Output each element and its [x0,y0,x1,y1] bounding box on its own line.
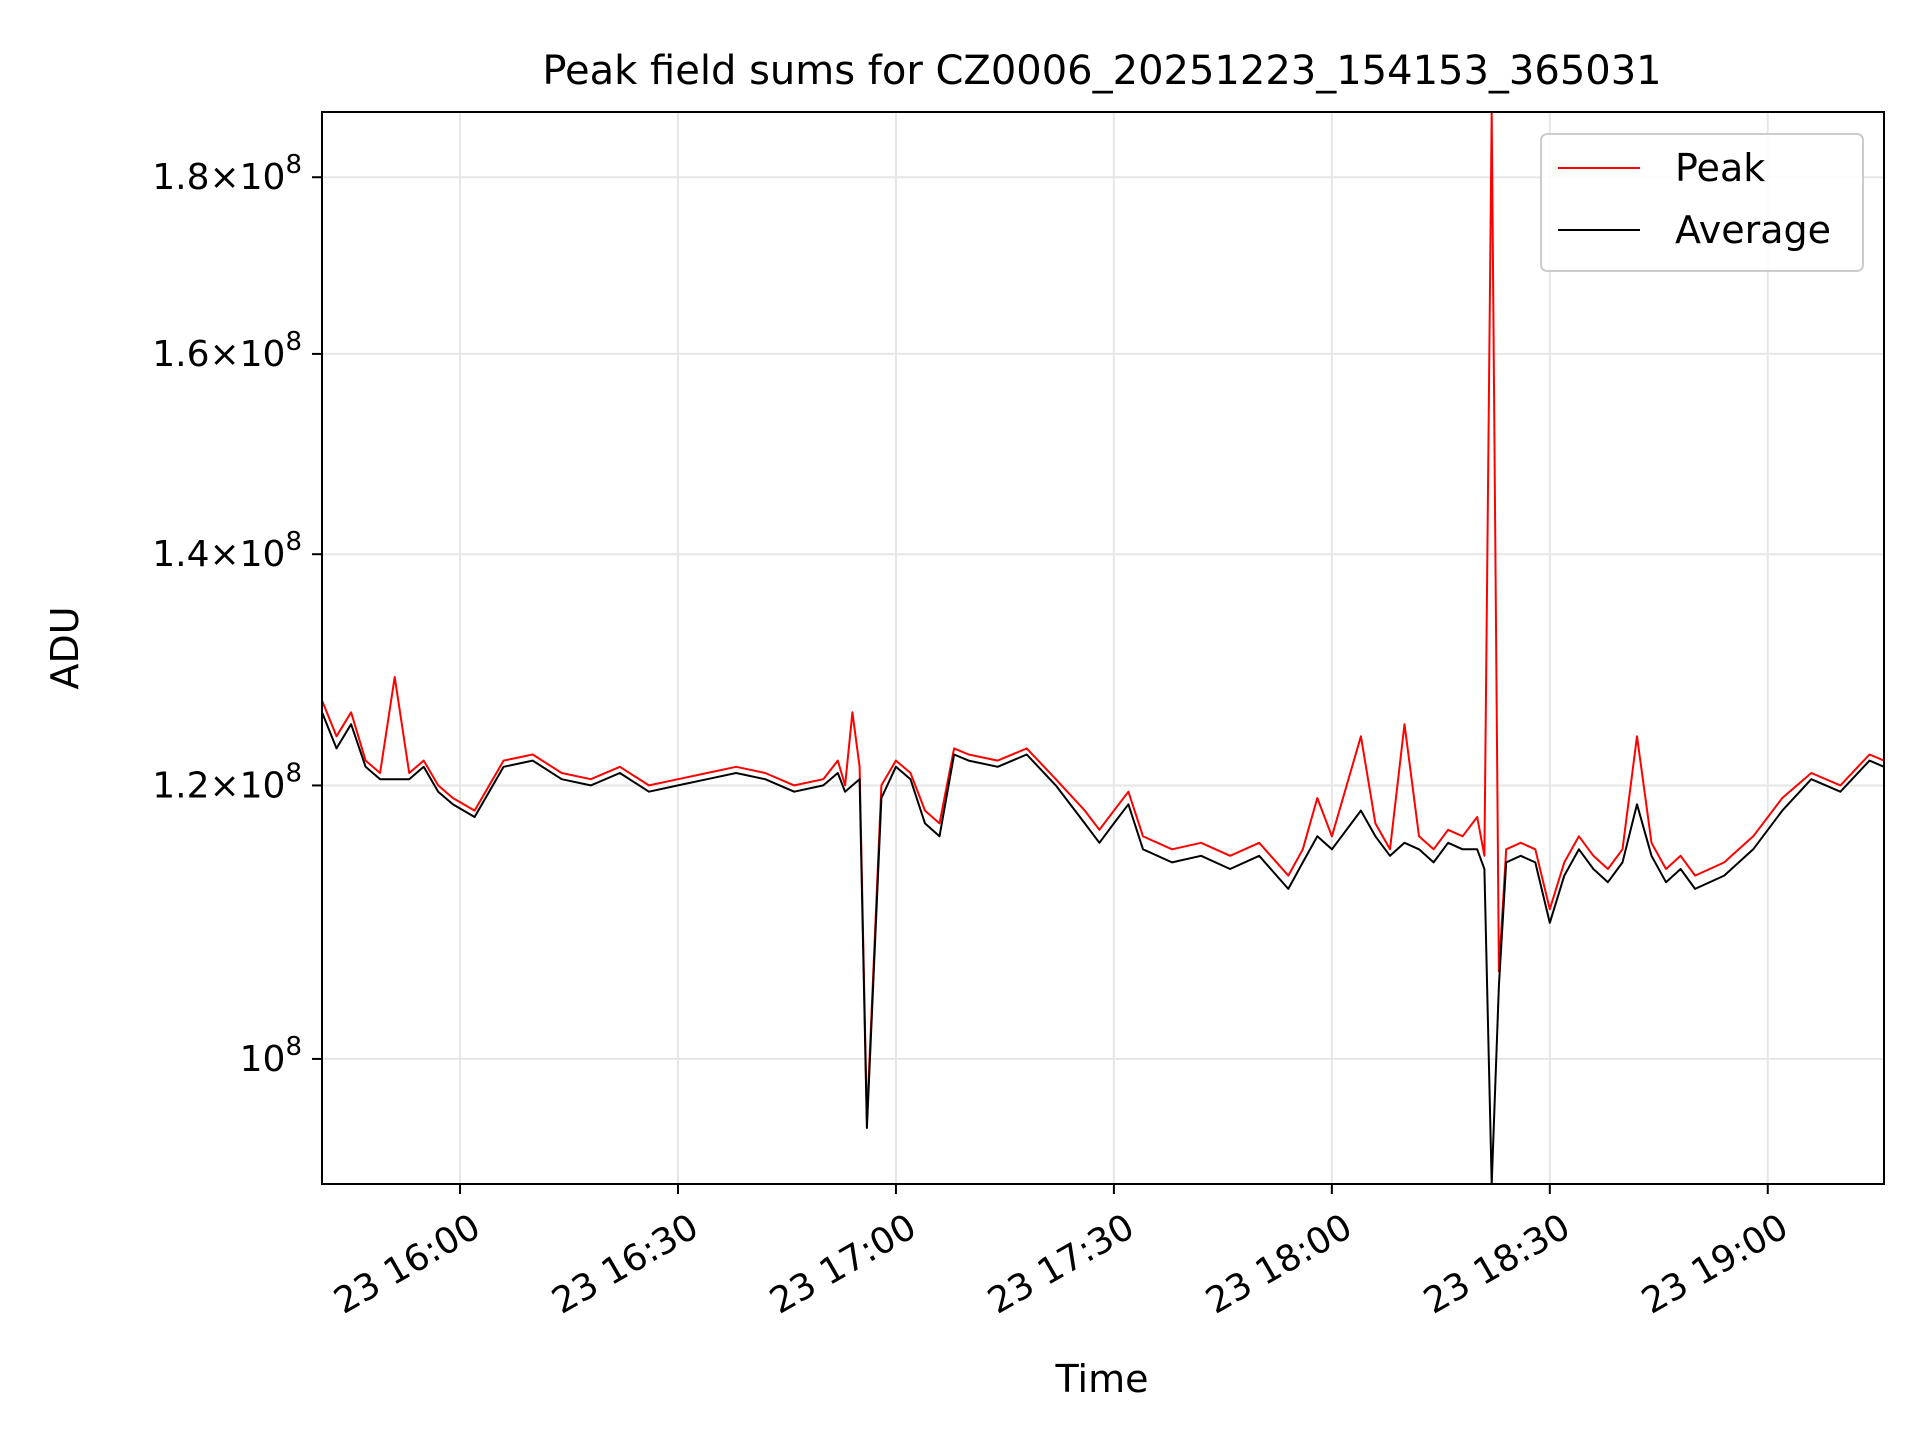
y-tick-label: 1.6×108 [152,327,302,375]
plot-frame [321,111,1885,1185]
series-line-average [321,711,1885,1185]
legend-label-peak: Peak [1675,146,1765,190]
y-axis: 108 1.2×108 1.4×108 1.6×108 1.8×108 [152,150,322,1080]
y-tick-label: 1.8×108 [152,150,302,198]
plot-area [321,111,1885,1185]
legend-label-average: Average [1675,208,1831,252]
y-tick-label: 1.2×108 [152,758,302,806]
series-line-peak [321,111,1885,1122]
chart-title: Peak field sums for CZ0006_20251223_1541… [542,48,1661,94]
grid [322,112,1884,1184]
y-tick-label: 108 [240,1032,302,1080]
legend: Peak Average [1540,133,1864,272]
x-axis-label: Time [1055,1357,1149,1401]
y-tick-label: 1.4×108 [152,527,302,575]
y-axis-label: ADU [43,606,87,689]
